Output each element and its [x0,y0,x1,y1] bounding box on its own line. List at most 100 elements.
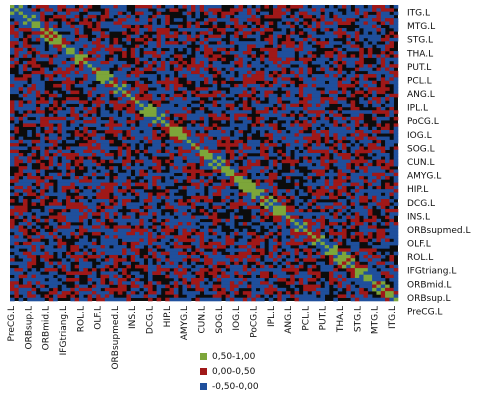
heatmap-cell [87,24,93,29]
heatmap-cell [311,83,317,88]
heatmap-cell [135,192,140,197]
heatmap-cell [385,97,390,101]
heatmap-cell [96,37,101,42]
heatmap-cell [139,87,149,91]
heatmap-cell [122,261,132,266]
heatmap-cell [303,106,308,111]
heatmap-cell [130,228,149,233]
heatmap-cell [100,34,110,39]
heatmap-cell [96,195,110,200]
heatmap-cell [281,83,287,88]
heatmap-cell [367,51,373,55]
heatmap-cell [285,199,291,203]
heatmap-cell [104,258,110,262]
heatmap-cell [147,281,153,285]
heatmap-cell [173,291,179,295]
heatmap-cell [31,238,41,243]
heatmap-cell [208,97,213,101]
heatmap-cell [350,146,360,151]
heatmap-cell [199,37,205,42]
heatmap-cell [350,261,356,266]
heatmap-cell [182,185,188,190]
heatmap-cell [199,5,205,9]
heatmap-cell [186,106,192,111]
heatmap-cell [264,202,269,206]
heatmap-cell [380,287,386,292]
heatmap-cell [109,77,114,81]
heatmap-cell [169,192,175,197]
heatmap-cell [247,162,261,167]
heatmap-cell [337,241,343,246]
heatmap-cell [96,54,101,58]
heatmap-cell [87,77,97,81]
heatmap-cell [53,31,58,35]
heatmap-cell [169,281,175,285]
heatmap-cell [298,100,308,104]
heatmap-cell [285,205,295,210]
heatmap-cell [281,77,291,81]
heatmap-cell [14,18,28,22]
heatmap-cell [307,208,313,213]
heatmap-cell [337,172,347,177]
heatmap-cell [393,149,399,154]
heatmap-cell [27,100,32,104]
heatmap-cell [83,120,97,124]
heatmap-cell [225,222,235,226]
heatmap-cell [337,21,351,26]
heatmap-cell [199,268,209,272]
heatmap-cell [285,222,291,226]
heatmap-cell [35,284,41,289]
heatmap-cell [44,77,50,81]
heatmap-cell [109,116,114,121]
heatmap-cell [165,149,170,154]
heatmap-cell [268,195,274,200]
heatmap-cell [290,228,295,233]
heatmap-cell [10,106,15,111]
heatmap-cell [165,202,170,206]
heatmap-cell [83,77,88,81]
heatmap-cell [135,189,144,193]
heatmap-cell [104,37,110,42]
heatmap-cell [268,74,274,78]
heatmap-cell [324,100,330,104]
heatmap-cell [10,235,15,239]
heatmap-cell [268,129,278,134]
heatmap-cell [316,41,330,45]
heatmap-cell [165,274,170,279]
heatmap-cell [363,162,369,167]
heatmap-cell [156,179,162,183]
heatmap-cell [182,106,188,111]
heatmap-cell [268,153,278,157]
heatmap-cell [186,64,205,68]
heatmap-cell [40,281,63,285]
heatmap-cell [376,179,382,183]
heatmap-cell [173,287,179,292]
heatmap-cell [78,287,93,292]
heatmap-cell [272,245,278,249]
heatmap-cell [372,5,386,9]
heatmap-cell [247,11,252,16]
heatmap-cell [100,281,106,285]
heatmap-cell [298,24,304,29]
heatmap-cell [247,8,252,12]
heatmap-cell [152,248,157,252]
heatmap-cell [173,93,183,98]
heatmap-cell [367,287,373,292]
heatmap-cell [376,11,382,16]
heatmap-cell [229,281,235,285]
heatmap-cell [122,47,127,52]
heatmap-cell [143,218,149,223]
heatmap-cell [139,110,157,114]
heatmap-cell [285,281,295,285]
heatmap-cell [135,18,140,22]
heatmap-cell [216,166,222,170]
heatmap-cell [350,254,356,259]
heatmap-cell [212,182,222,187]
heatmap-cell [216,113,222,118]
heatmap-cell [74,264,80,269]
heatmap-cell [74,136,80,141]
heatmap-cell [346,18,356,22]
heatmap-cell [53,231,58,236]
heatmap-cell [40,245,45,249]
heatmap-cell [57,146,63,151]
